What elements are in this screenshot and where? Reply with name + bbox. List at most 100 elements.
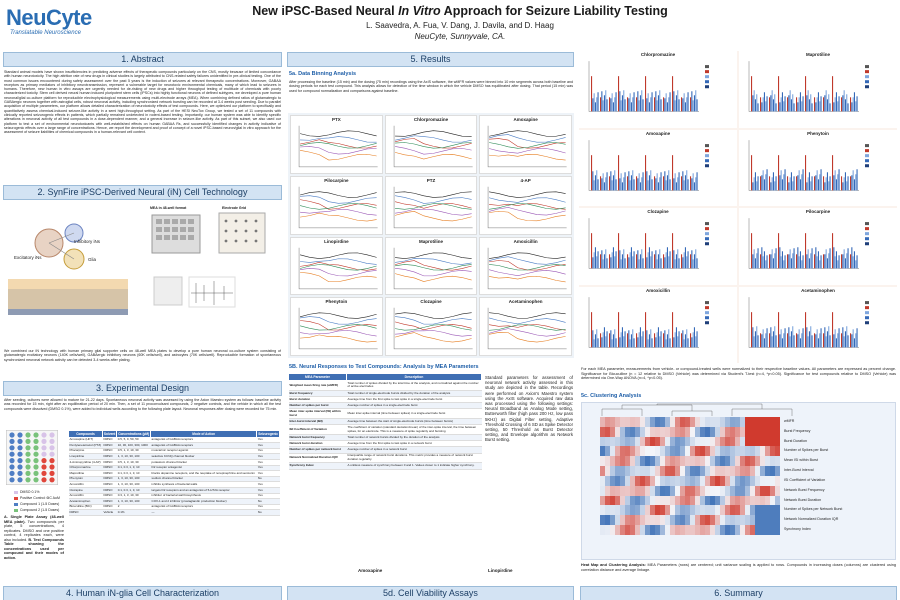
heatmap-cell bbox=[640, 436, 645, 447]
plate-well bbox=[33, 432, 39, 438]
heatmap-cell bbox=[665, 505, 670, 516]
heatmap-cell bbox=[600, 436, 605, 447]
compound-bar bbox=[832, 311, 834, 347]
legend-swatch bbox=[705, 320, 709, 324]
heatmap-cell bbox=[655, 515, 660, 526]
heatmap-cell bbox=[725, 436, 730, 447]
compound-bar bbox=[690, 97, 692, 112]
legend-compound1: Compound 1 (1-5 Doses) bbox=[14, 502, 59, 506]
heatmap-cell bbox=[740, 495, 745, 506]
compound-bar bbox=[675, 254, 677, 269]
heatmap-cell bbox=[655, 466, 660, 476]
binning-series-line bbox=[300, 330, 377, 337]
compound-bar bbox=[628, 170, 630, 190]
compound-table-cell: potassium channel blocker bbox=[150, 459, 257, 466]
compound-table-row: Linopirdine DMSO 1, 3, 10, 30, 100 selectiv… bbox=[68, 453, 280, 460]
compound-bar bbox=[754, 171, 756, 190]
heatmap-cell bbox=[760, 475, 765, 486]
binning-series-line bbox=[394, 263, 472, 270]
heatmap-cell bbox=[725, 515, 730, 526]
compound-bar bbox=[686, 256, 688, 269]
compound-bar bbox=[774, 325, 776, 347]
heatmap-cell bbox=[615, 525, 620, 535]
heatmap-cell bbox=[770, 525, 775, 535]
plate-well bbox=[41, 477, 47, 483]
compound-table-cell: No bbox=[256, 476, 280, 483]
compound-bar bbox=[648, 102, 650, 112]
heatmap-cell bbox=[760, 426, 765, 437]
heatmap-cell bbox=[635, 417, 640, 427]
compound-bar bbox=[816, 169, 818, 190]
binning-charts-grid: PTX Chlorpromazine Amoxapine Pilocarpine PTZ… bbox=[288, 113, 574, 358]
compound-bar bbox=[817, 337, 819, 347]
plate-well bbox=[41, 458, 47, 464]
compound-bar bbox=[597, 178, 599, 190]
compound-bar bbox=[792, 325, 794, 347]
heatmap-cell bbox=[750, 456, 755, 467]
compound-bar bbox=[596, 328, 598, 347]
compound-bar bbox=[754, 258, 756, 269]
heatmap-cell bbox=[720, 525, 725, 535]
binning-series-line bbox=[300, 316, 377, 325]
compound-bar bbox=[639, 181, 641, 190]
heatmap-cell bbox=[640, 456, 645, 467]
heatmap-cell bbox=[615, 446, 620, 457]
heatmap-cell bbox=[745, 475, 750, 486]
heatmap-cell bbox=[635, 436, 640, 447]
compound-bar bbox=[674, 331, 676, 347]
heatmap-cell bbox=[610, 417, 615, 427]
compound-bar bbox=[855, 260, 857, 269]
heatmap-cell bbox=[600, 417, 605, 427]
heatmap-cell bbox=[725, 485, 730, 496]
compound-table-cell: COX-1 and 2 inhibitor (prostaglandin pro… bbox=[150, 498, 257, 505]
binning-chart-title: Amoxapine bbox=[513, 117, 538, 122]
clustering-panel: wMFR Burst Frequency Burst Duration Number … bbox=[581, 402, 896, 560]
compound-bar bbox=[597, 337, 599, 347]
binning-series-line bbox=[299, 142, 377, 149]
subsection-mea-params: 5B. Neural Responses to Test Compounds: … bbox=[289, 364, 479, 370]
binning-series-line bbox=[300, 261, 377, 271]
heatmap-cell bbox=[765, 446, 770, 457]
compound-table-cell: Yes bbox=[256, 453, 280, 460]
heatmap-cell bbox=[670, 505, 675, 516]
plate-well bbox=[41, 470, 47, 476]
heatmap-cell bbox=[625, 485, 630, 496]
heatmap-cell bbox=[680, 426, 685, 437]
compound-bar bbox=[619, 250, 621, 269]
compound-bar bbox=[633, 178, 635, 190]
heatmap-cell bbox=[770, 456, 775, 467]
compound-bar bbox=[838, 255, 840, 269]
compound-bar bbox=[647, 252, 649, 269]
heatmap-cell bbox=[710, 525, 715, 535]
compound-bar bbox=[833, 247, 835, 269]
heatmap-cell bbox=[760, 485, 765, 496]
heatmap-cell bbox=[740, 485, 745, 496]
compound-bar bbox=[602, 100, 604, 112]
compound-bar bbox=[751, 233, 753, 269]
mea-table-cell: IBI Coefficient of Variation bbox=[288, 424, 347, 436]
compound-table-cell: Amoxicillin bbox=[68, 493, 103, 500]
compound-bar bbox=[638, 259, 640, 269]
compound-bar bbox=[769, 175, 771, 190]
compound-bar bbox=[681, 97, 683, 112]
heatmap-cell bbox=[630, 446, 635, 457]
binning-chart: PTZ bbox=[384, 175, 478, 235]
plate-well bbox=[9, 451, 15, 457]
heatmap-cell bbox=[635, 495, 640, 506]
heatmap-cell bbox=[680, 466, 685, 476]
compound-bar bbox=[753, 90, 755, 112]
compound-bar bbox=[811, 334, 813, 347]
compound-bar bbox=[669, 178, 671, 190]
compound-table-row: 4-Aminopyridine (4-AP) DMSO 0.5, 1, 3, 10,… bbox=[68, 459, 280, 466]
compound-bar bbox=[596, 97, 598, 112]
compound-table-cell: Acetaminophen bbox=[68, 498, 103, 505]
compound-bar bbox=[660, 330, 662, 347]
compound-bar bbox=[669, 251, 671, 269]
heatmap-cell bbox=[730, 466, 735, 476]
plate-well bbox=[49, 445, 55, 451]
compound-bar bbox=[630, 174, 632, 190]
compound-bar bbox=[620, 100, 622, 112]
heatmap-cell bbox=[720, 417, 725, 427]
compound-bar bbox=[619, 91, 621, 112]
heatmap-cell bbox=[670, 456, 675, 467]
